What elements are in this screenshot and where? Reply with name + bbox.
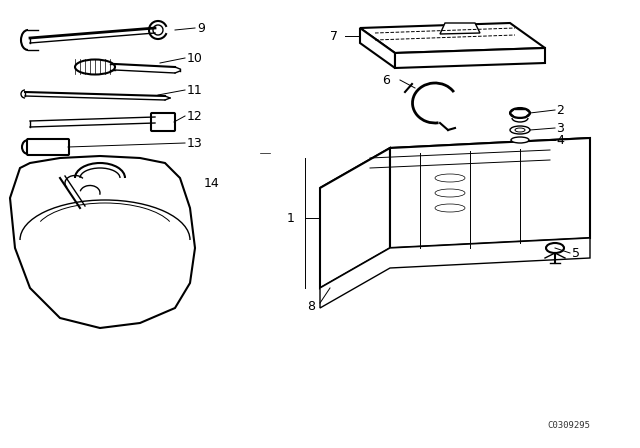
- Text: 2: 2: [556, 103, 564, 116]
- Polygon shape: [440, 23, 480, 34]
- Text: 8: 8: [307, 300, 315, 313]
- Text: 14: 14: [204, 177, 220, 190]
- Ellipse shape: [510, 126, 530, 134]
- Text: 13: 13: [187, 137, 203, 150]
- Polygon shape: [320, 238, 590, 308]
- Polygon shape: [390, 138, 590, 248]
- Text: 5: 5: [572, 246, 580, 259]
- Text: 12: 12: [187, 109, 203, 122]
- Polygon shape: [360, 23, 545, 53]
- FancyBboxPatch shape: [151, 113, 175, 131]
- Ellipse shape: [515, 128, 525, 132]
- Ellipse shape: [510, 108, 530, 118]
- Ellipse shape: [511, 137, 529, 143]
- Text: 1: 1: [287, 211, 295, 224]
- Text: C0309295: C0309295: [547, 421, 590, 430]
- Polygon shape: [10, 156, 195, 328]
- Polygon shape: [320, 138, 590, 188]
- Text: 11: 11: [187, 83, 203, 96]
- FancyBboxPatch shape: [27, 139, 69, 155]
- Polygon shape: [360, 28, 395, 68]
- Text: 3: 3: [556, 121, 564, 134]
- Polygon shape: [320, 148, 390, 288]
- Text: 7: 7: [330, 30, 338, 43]
- Text: 10: 10: [187, 52, 203, 65]
- Text: 9: 9: [197, 22, 205, 34]
- Text: 6: 6: [382, 73, 390, 86]
- Ellipse shape: [546, 243, 564, 253]
- Polygon shape: [395, 48, 545, 68]
- Text: 4: 4: [556, 134, 564, 146]
